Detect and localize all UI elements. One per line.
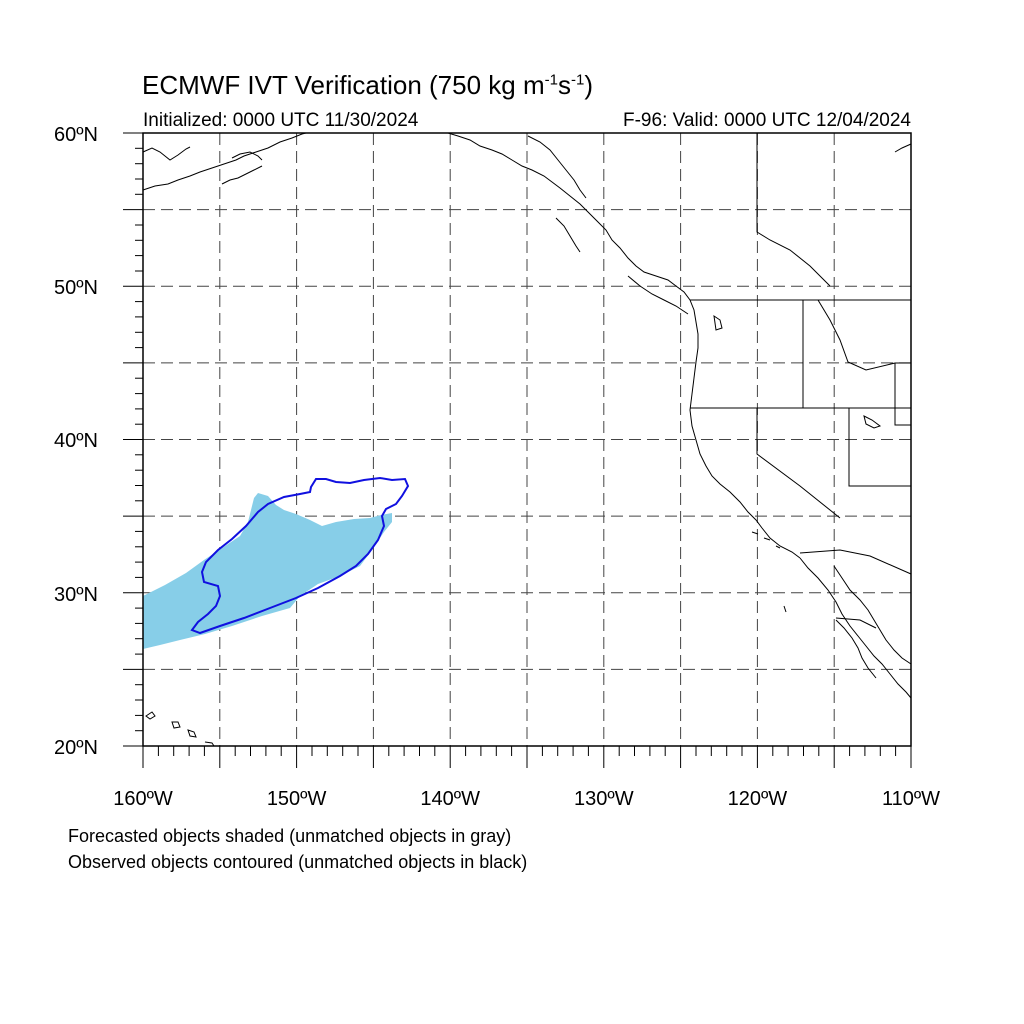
lon-label-150w: 150ºW (267, 788, 327, 810)
lat-label-20: 20ºN (54, 737, 98, 759)
legend-note-forecast: Forecasted objects shaded (unmatched obj… (68, 826, 512, 846)
lat-label-30: 30ºN (54, 584, 98, 606)
lon-label-140w: 140ºW (420, 788, 480, 810)
initialized-label: Initialized: 0000 UTC 11/30/2024 (143, 110, 419, 131)
observed-contour (190, 476, 410, 635)
valid-label: F-96: Valid: 0000 UTC 12/04/2024 (623, 110, 911, 131)
lat-label-50: 50ºN (54, 277, 98, 299)
forecast-object (143, 493, 392, 649)
lon-label-130w: 130ºW (574, 788, 634, 810)
tick-marks (123, 132, 912, 768)
legend-note-observed: Observed objects contoured (unmatched ob… (68, 852, 528, 872)
lon-label-160w: 160ºW (113, 788, 173, 810)
lon-label-110w: 110ºW (882, 788, 940, 810)
plot-title: ECMWF IVT Verification (750 kg m-1s-1) (142, 70, 593, 100)
lon-label-120w: 120ºW (728, 788, 788, 810)
lat-label-60: 60ºN (54, 124, 98, 146)
lat-label-40: 40ºN (54, 430, 98, 452)
grid-lines (143, 133, 911, 746)
coastlines (142, 132, 912, 747)
